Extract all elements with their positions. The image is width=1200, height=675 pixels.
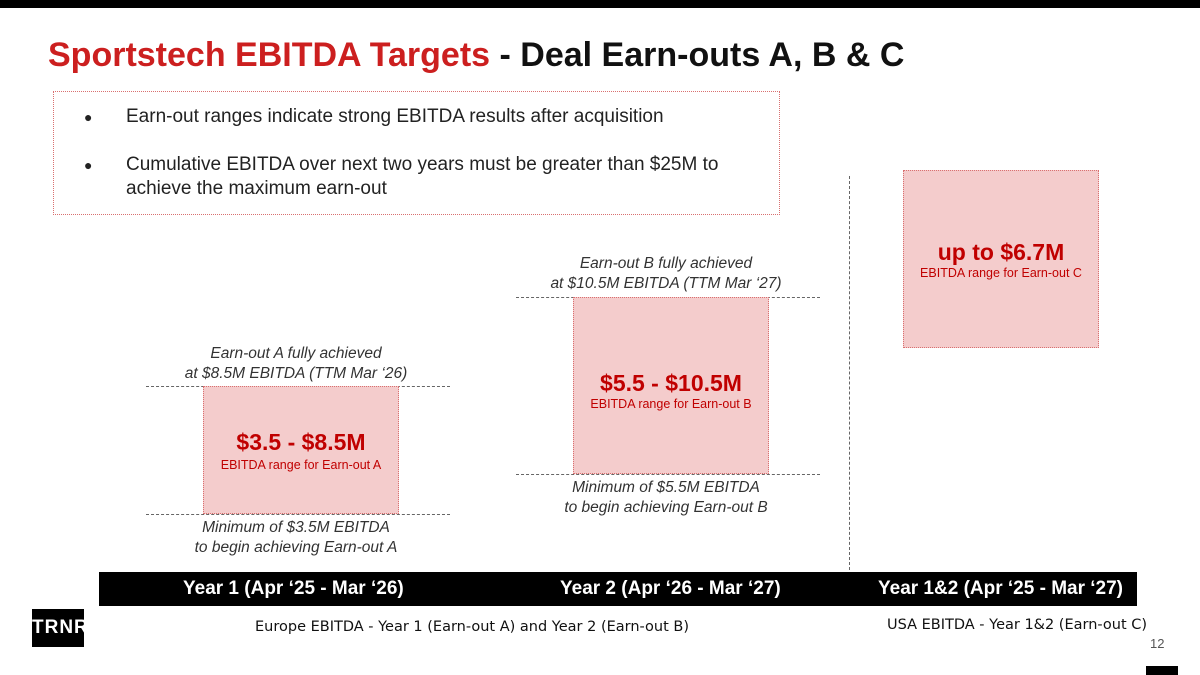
earnout-b-top-note: Earn-out B fully achieved at $10.5M EBIT… bbox=[550, 255, 782, 292]
earnout-a-top-note: Earn-out A fully achieved at $8.5M EBITD… bbox=[184, 345, 408, 382]
key-points-box: ● Earn-out ranges indicate strong EBITDA… bbox=[53, 91, 780, 215]
earnout-a-range-box: $3.5 - $8.5M EBITDA range for Earn-out A bbox=[203, 386, 399, 514]
period-label-year2: Year 2 (Apr ‘26 - Mar ‘27) bbox=[560, 578, 781, 599]
period-label-year1: Year 1 (Apr ‘25 - Mar ‘26) bbox=[183, 578, 404, 599]
earnout-a-range-value: $3.5 - $8.5M bbox=[236, 429, 366, 455]
earnout-a-bottom-note: Minimum of $3.5M EBITDA to begin achievi… bbox=[194, 519, 398, 556]
bullet-text: Earn-out ranges indicate strong EBITDA r… bbox=[126, 106, 664, 127]
page-number-bar bbox=[1146, 666, 1178, 675]
title-highlight: Sportstech EBITDA Targets bbox=[48, 36, 491, 74]
earnout-b-range-box: $5.5 - $10.5M EBITDA range for Earn-out … bbox=[573, 297, 769, 474]
earnout-c-range-value: up to $6.7M bbox=[937, 239, 1065, 265]
bullet-text: Cumulative EBITDA over next two years mu… bbox=[126, 154, 719, 199]
bullet-marker: ● bbox=[84, 157, 93, 173]
period-bar: Year 1 (Apr ‘25 - Mar ‘26) Year 2 (Apr ‘… bbox=[99, 572, 1137, 606]
earnout-b-bottom-note: Minimum of $5.5M EBITDA to begin achievi… bbox=[564, 479, 768, 516]
top-border bbox=[0, 0, 1200, 8]
title-rest: - Deal Earn-outs A, B & C bbox=[490, 36, 905, 74]
region-label-europe: Europe EBITDA - Year 1 (Earn-out A) and … bbox=[255, 619, 690, 635]
region-label-usa: USA EBITDA - Year 1&2 (Earn-out C) bbox=[887, 617, 1148, 633]
earnout-b-range-value: $5.5 - $10.5M bbox=[600, 370, 742, 396]
earnout-b-range-label: EBITDA range for Earn-out B bbox=[590, 397, 752, 411]
region-divider bbox=[849, 176, 850, 570]
bullet-marker: ● bbox=[84, 109, 93, 125]
period-label-year1-2: Year 1&2 (Apr ‘25 - Mar ‘27) bbox=[878, 578, 1123, 599]
page-number: 12 bbox=[1150, 636, 1165, 651]
earnout-c-range-label: EBITDA range for Earn-out C bbox=[920, 266, 1082, 280]
earnout-c-range-box: up to $6.7M EBITDA range for Earn-out C bbox=[903, 170, 1099, 348]
page-title: Sportstech EBITDA Targets - Deal Earn-ou… bbox=[48, 36, 904, 75]
trnr-logo: TRNR bbox=[32, 609, 88, 647]
earnout-a-min-line bbox=[146, 514, 450, 515]
earnout-a-range-label: EBITDA range for Earn-out A bbox=[220, 458, 382, 472]
earnout-b-min-line bbox=[516, 474, 820, 475]
